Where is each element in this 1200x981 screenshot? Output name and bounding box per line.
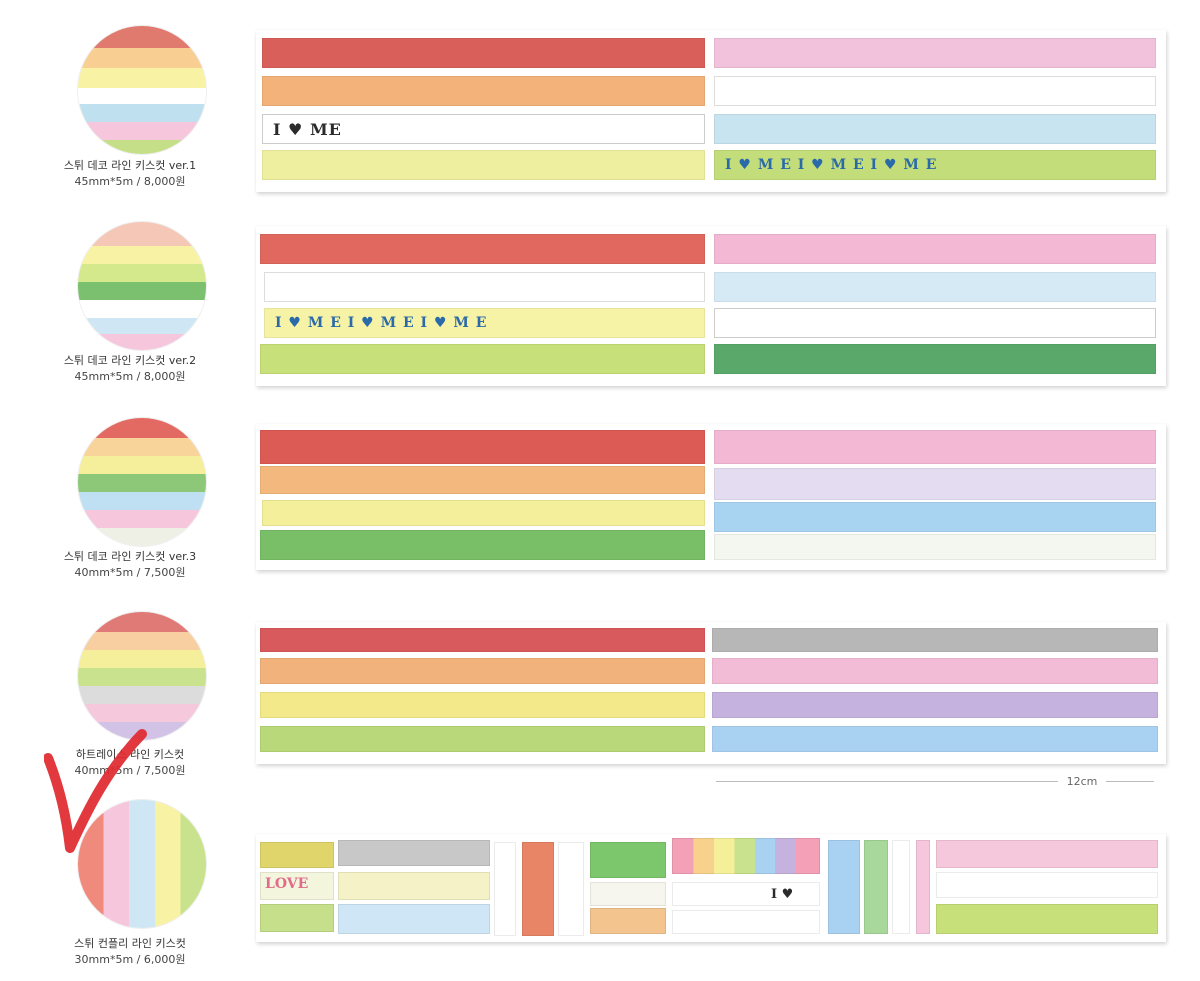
sampler-love: LOVE <box>260 872 334 900</box>
tape-gingham <box>260 530 705 560</box>
product-spec: 30mm*5m / 6,000원 <box>74 953 186 966</box>
tape-label: I ♥ M E I ♥ M E I ♥ M E <box>725 157 938 173</box>
product-name: 스튀 컨플리 라인 키스컷 <box>74 937 186 950</box>
tape-lace-green <box>260 726 705 752</box>
tape-gingham-glasses <box>260 234 705 264</box>
checkmark-annotation <box>44 729 147 853</box>
sampler-pink-clover <box>936 840 1158 868</box>
tape-treble-clef <box>262 38 705 68</box>
tape-circles <box>264 272 705 302</box>
product-thumbnail-1[interactable] <box>78 26 206 154</box>
sampler-piano <box>672 838 820 874</box>
product-name: 스튀 데코 라인 키스컷 ver.1 <box>63 159 197 172</box>
product-spec: 40mm*5m / 7,500원 <box>74 566 186 579</box>
tape-lace-pink <box>712 658 1158 684</box>
tape-lace-purple <box>712 692 1158 718</box>
sampler-orange-dots <box>590 908 666 934</box>
tape-iome-hearts: I ♥ M E I ♥ M E I ♥ M E <box>264 308 705 338</box>
tape-heart-line <box>262 500 705 526</box>
product-thumbnail-5[interactable] <box>78 800 206 928</box>
tape-wings-stars <box>262 76 705 106</box>
tape-dots <box>714 308 1156 338</box>
sampler-gingham-vertical <box>522 842 554 936</box>
sampler-green-gingham-vertical <box>864 840 888 934</box>
sampler-wings <box>338 872 490 900</box>
tape-cars <box>714 534 1156 560</box>
tape-iome-paws: I ♥ M E I ♥ M E I ♥ M E <box>714 150 1156 180</box>
tape-green-dots <box>714 344 1156 374</box>
product-spec: 45mm*5m / 8,000원 <box>74 175 186 188</box>
tape-flags <box>714 430 1156 464</box>
sampler-blue-dots-vertical <box>828 840 860 934</box>
sampler-red-tag <box>260 842 334 868</box>
sampler-pink-vertical <box>916 840 930 934</box>
iome-text: I ♥ ME <box>771 887 794 902</box>
tape-big-dots <box>260 430 705 464</box>
sampler-blue-plaid <box>338 904 490 934</box>
measure-line <box>716 781 1154 782</box>
tape-label: I ♥ M E I ♥ M E I ♥ M E <box>275 315 488 331</box>
tape-circles <box>714 76 1156 106</box>
sampler-grass <box>590 842 666 878</box>
tape-lace-red <box>260 628 705 652</box>
product-sheet-5: LOVE I ♥ ME <box>256 834 1166 942</box>
sampler-gray-lace <box>338 840 490 866</box>
tape-wings-stars <box>714 272 1156 302</box>
measure-label: 12cm <box>1058 775 1106 788</box>
tape-cat-clef <box>714 114 1156 144</box>
product-sheet-4 <box>256 622 1166 764</box>
sampler-glasses <box>936 872 1158 898</box>
product-thumbnail-4[interactable] <box>78 612 206 740</box>
product-thumbnail-3[interactable] <box>78 418 206 546</box>
product-spec: 45mm*5m / 8,000원 <box>74 370 186 383</box>
product-thumbnail-2[interactable] <box>78 222 206 350</box>
tape-lace-blue <box>712 726 1158 752</box>
product-name: 스튀 데코 라인 키스컷 ver.2 <box>63 354 197 367</box>
tape-clover-dash <box>262 150 705 180</box>
sampler-iome: I ♥ ME <box>672 882 820 906</box>
tape-clover-dash <box>260 344 705 374</box>
sampler-pastel-circles <box>672 910 820 934</box>
tape-dots <box>714 38 1156 68</box>
love-text: LOVE <box>265 876 309 892</box>
tape-plaid-stars <box>714 468 1156 500</box>
tape-lace-yellow <box>260 692 705 718</box>
sampler-strawberry <box>260 904 334 932</box>
sampler-hearts-vertical <box>558 842 584 936</box>
sampler-green-clover <box>936 904 1158 934</box>
product-sheet-3 <box>256 424 1166 570</box>
tape-label: I ♥ ME <box>273 119 342 139</box>
tape-lace-gray <box>712 628 1158 652</box>
product-sheet-1: I ♥ ME I ♥ M E I ♥ M E I ♥ M E <box>256 30 1166 192</box>
tape-star-line <box>260 466 705 494</box>
product-spec: 40mm*5m / 7,500원 <box>74 764 186 777</box>
product-name: 스튀 데코 라인 키스컷 ver.3 <box>63 550 197 563</box>
tape-lace-orange <box>260 658 705 684</box>
tape-blue-dots <box>714 502 1156 532</box>
sampler-dots-vertical <box>494 842 516 936</box>
product-sheet-2: I ♥ M E I ♥ M E I ♥ M E <box>256 226 1166 386</box>
tape-i-love-me: I ♥ ME <box>262 114 705 144</box>
sampler-dotline-vertical <box>892 840 910 934</box>
tape-treble-clef <box>714 234 1156 264</box>
sampler-stars <box>590 882 666 906</box>
